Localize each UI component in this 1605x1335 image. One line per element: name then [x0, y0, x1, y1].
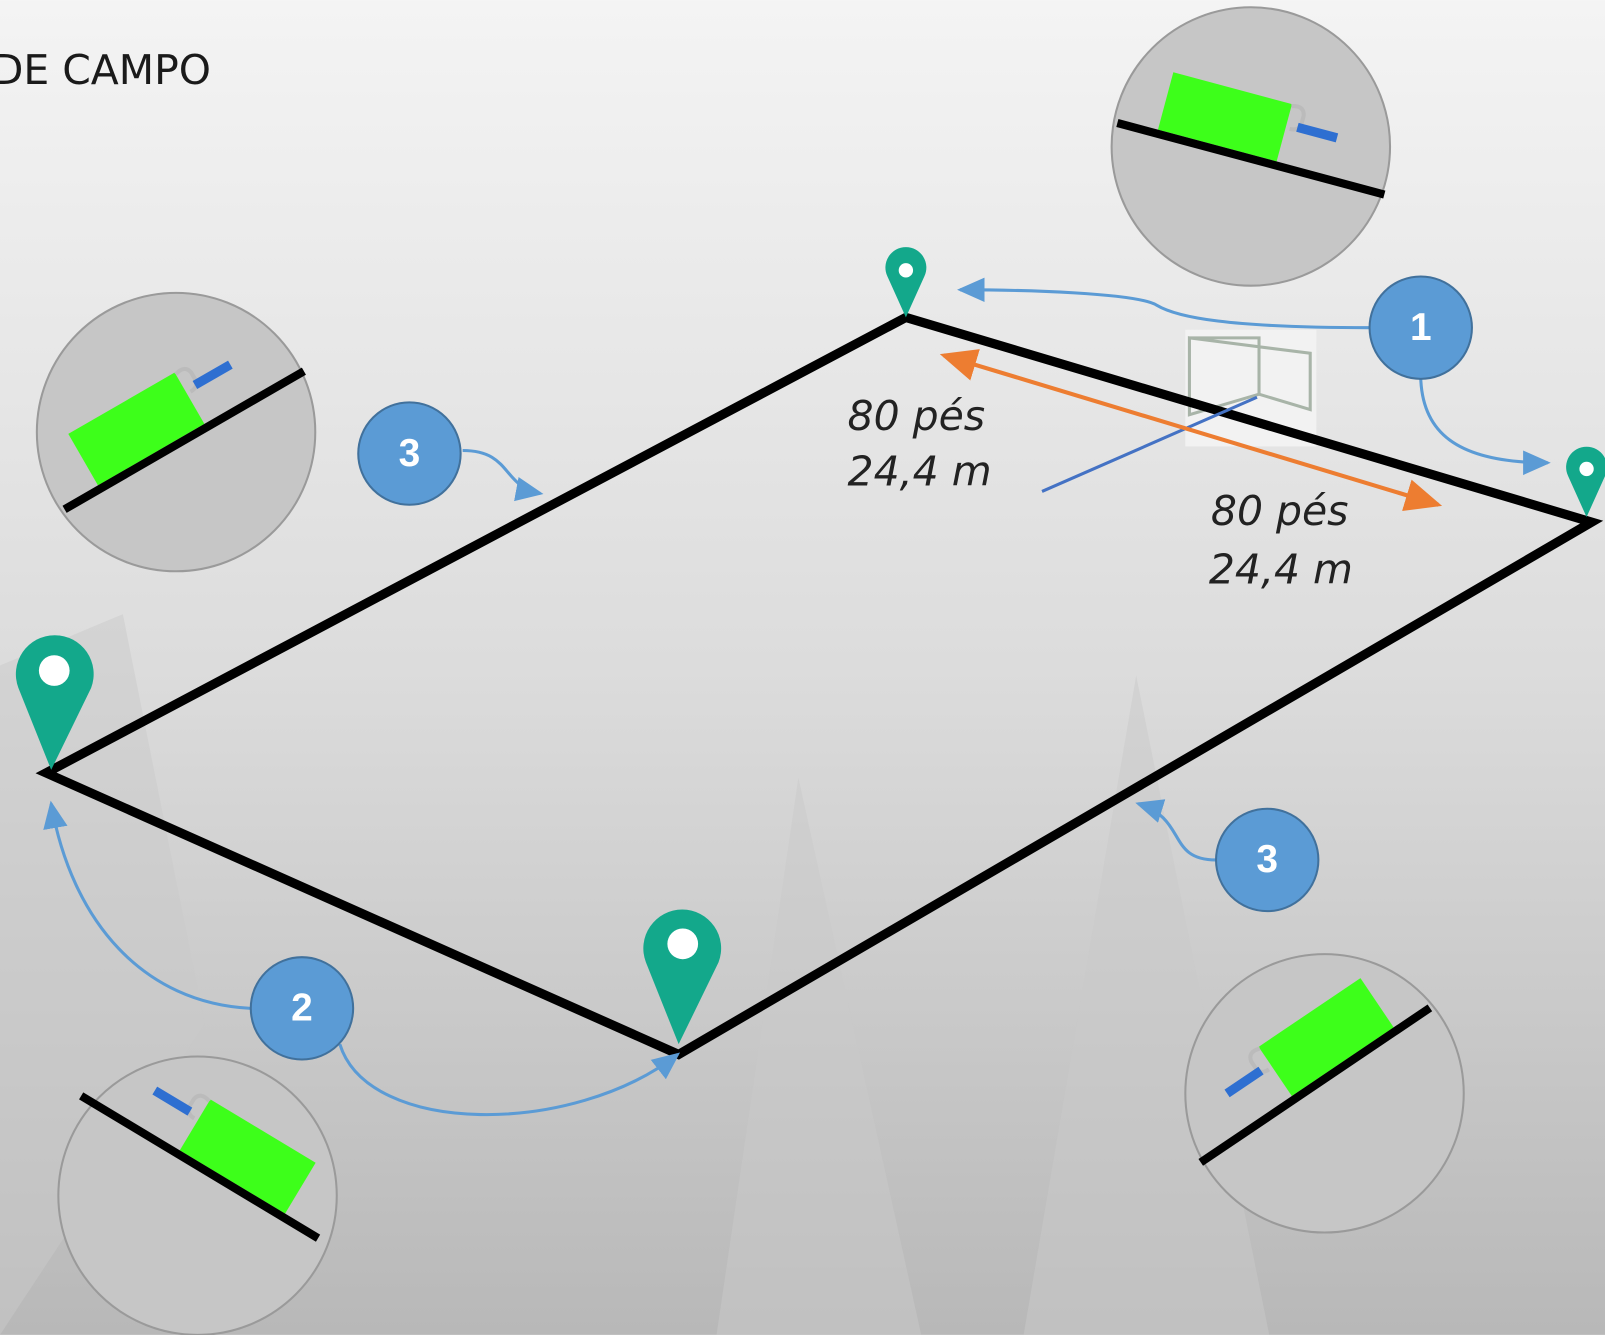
step-number: 3: [1256, 838, 1278, 881]
step-badges: [249, 275, 1473, 1061]
dimension-feet: 80 pés: [1211, 487, 1349, 535]
goal: [1185, 329, 1317, 447]
step-number: 1: [1410, 306, 1432, 349]
title: DE CAMPO: [0, 46, 211, 94]
background-shapes: [0, 614, 1270, 1335]
dimension-meters: 24,4 m: [1209, 546, 1353, 594]
step-number: 3: [399, 432, 421, 475]
pins: [15, 247, 1605, 1045]
step-number: 2: [291, 987, 313, 1030]
dimension-feet: 80 pés: [848, 392, 986, 440]
dimension-arrow: [939, 349, 1443, 511]
dimension-meters: 24,4 m: [848, 447, 992, 495]
arrows: [43, 277, 1551, 1117]
